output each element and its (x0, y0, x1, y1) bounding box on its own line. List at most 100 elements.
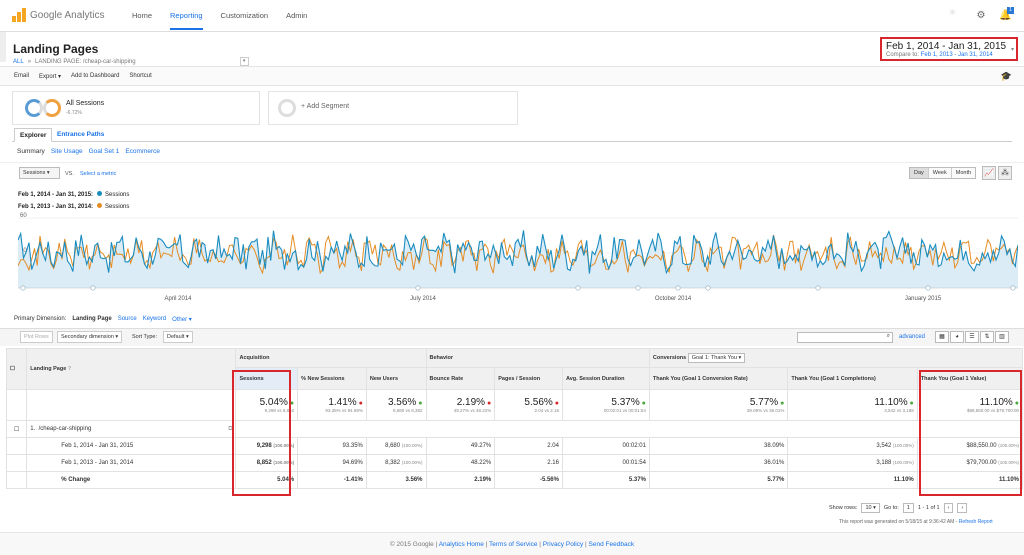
gear-icon[interactable]: ⚙ (976, 10, 986, 21)
subtab-ecommerce[interactable]: Ecommerce (125, 148, 161, 155)
tab-entrance-paths[interactable]: Entrance Paths (57, 131, 105, 138)
nav-admin[interactable]: Admin (286, 11, 308, 20)
secondary-dimension-dropdown[interactable]: Secondary dimension ▾ (57, 331, 123, 343)
report-toolbar: Email Export ▾ Add to Dashboard Shortcut… (0, 66, 1024, 86)
table-cell: 00:01:54 (561, 454, 650, 472)
series-current-area (18, 230, 1018, 288)
month-button[interactable]: Month (950, 168, 976, 178)
advanced-filter-link[interactable]: advanced (899, 334, 926, 340)
email-button[interactable]: Email (14, 73, 30, 79)
pie-view-icon[interactable]: ◕ (950, 331, 964, 343)
pagination: Show rows: 10 ▾ Go to: 1 1 - 1 of 1 ‹ › (829, 503, 968, 513)
add-to-dashboard-button[interactable]: Add to Dashboard (71, 73, 120, 79)
prev-page-icon[interactable]: ‹ (943, 503, 954, 513)
top-bar: Google Analytics Home Reporting Customiz… (0, 0, 1024, 32)
pivot-view-icon[interactable]: ▥ (995, 331, 1009, 343)
column-header-thank-you-goal-1-conversion-rate[interactable]: Thank You (Goal 1 Conversion Rate) (648, 367, 789, 390)
row-checkbox[interactable]: ☐ (5, 420, 28, 438)
graduation-cap-icon[interactable]: 🎓 (1000, 71, 1012, 81)
tab-explorer[interactable]: Explorer (14, 128, 53, 142)
add-segment[interactable]: + Add Segment (268, 91, 518, 125)
landing-page-link[interactable]: /cheap-car-shipping (38, 425, 92, 432)
table-cell: 49.27% (425, 437, 496, 455)
primary-dimension-label: Primary Dimension: (14, 316, 67, 322)
export-button[interactable]: Export ▾ (39, 74, 62, 80)
y-tick-label: 30 (20, 248, 27, 254)
chevron-down-icon[interactable]: ▾ (1011, 47, 1015, 53)
sessions-line-chart[interactable]: 60 30 April 2014 July 2014 October 2014 Janua… (18, 212, 1018, 302)
column-header-avg-session-duration[interactable]: Avg. Session Duration (561, 367, 650, 390)
column-header-new-users[interactable]: New Users (365, 367, 427, 390)
arrow-up-icon: ● (416, 400, 423, 407)
motion-chart-icon[interactable]: ⁂ (998, 166, 1012, 180)
subtab-summary[interactable]: Summary (17, 148, 45, 155)
x-tick-label: April 2014 (164, 296, 192, 302)
metric-dropdown[interactable]: Sessions ▾ (19, 167, 60, 179)
table-view-buttons: ▦ ◕ ☰ ⇅ ▥ (934, 331, 1009, 343)
total-cell: 5.56% ● 2.04 vs 2.16 (494, 389, 563, 421)
column-header-new-sessions[interactable]: % New Sessions (297, 367, 367, 390)
dimension-source[interactable]: Source (117, 316, 137, 322)
table-cell: 93.35% (297, 437, 367, 455)
data-table-view-icon[interactable]: ▦ (935, 331, 949, 343)
crumb-all[interactable]: ALL (13, 58, 24, 65)
sort-type-dropdown[interactable]: Default ▾ (163, 331, 193, 343)
crumb-dropdown-icon[interactable]: ▾ (239, 57, 249, 66)
sidebar-toggle[interactable] (0, 32, 6, 62)
footer-terms[interactable]: Terms of Service (489, 541, 538, 548)
landing-page-header[interactable]: Landing Page ? (26, 348, 237, 390)
nav-reporting[interactable]: Reporting (170, 11, 203, 30)
nav-home[interactable]: Home (132, 11, 153, 20)
select-all-checkbox[interactable]: ☐ (5, 348, 28, 390)
dimension-other[interactable]: Other ▾ (172, 317, 192, 323)
date-range-picker[interactable]: Feb 1, 2014 - Jan 31, 2015 Compare to: F… (880, 37, 1018, 61)
column-header-pages-session[interactable]: Pages / Session (494, 367, 563, 390)
column-header-thank-you-goal-1-completions[interactable]: Thank You (Goal 1 Completions) (787, 367, 918, 390)
column-header-bounce-rate[interactable]: Bounce Rate (425, 367, 496, 390)
select-metric-link[interactable]: Select a metric (80, 171, 117, 177)
nav-customization[interactable]: Customization (220, 11, 269, 20)
footer-privacy[interactable]: Privacy Policy (542, 541, 584, 548)
table-row[interactable]: ☐ 1. /cheap-car-shipping ⧉ (5, 420, 1023, 438)
table-cell: 8,382 (100.00%) (365, 454, 427, 472)
refresh-report-link[interactable]: Refresh Report (958, 519, 993, 525)
footer-send-feedback[interactable]: Send Feedback (588, 541, 635, 548)
dimension-keyword[interactable]: Keyword (142, 316, 167, 322)
legend-series-name: Sessions (105, 204, 130, 210)
table-search-input[interactable]: ⌕ (797, 332, 893, 343)
compare-range: Feb 1, 2013 - Jan 31, 2014 (920, 52, 993, 58)
week-button[interactable]: Week (927, 168, 951, 178)
line-chart-icon[interactable]: 📈 (982, 166, 996, 180)
goal-selector[interactable]: Goal 1: Thank You ▾ (687, 353, 746, 363)
annotation-marker (1010, 285, 1016, 291)
acquisition-group: Acquisition (235, 348, 427, 368)
account-selector[interactable]: ▾ (950, 10, 954, 16)
date-range: Feb 1, 2014 - Jan 31, 2015 (886, 41, 1007, 52)
rows-per-page-select[interactable]: 10 ▾ (861, 503, 880, 513)
table-cell: 3,542 (100.00%) (787, 437, 918, 455)
legend-range: Feb 1, 2013 - Jan 31, 2014: (18, 204, 94, 210)
subtab-site-usage[interactable]: Site Usage (50, 148, 83, 155)
compare-label: Compare to: (886, 52, 920, 58)
comparison-view-icon[interactable]: ⇅ (980, 331, 994, 343)
column-header-thank-you-goal-1-value[interactable]: Thank You (Goal 1 Value) (916, 367, 1024, 390)
subtab-goal-set-1[interactable]: Goal Set 1 (88, 148, 120, 155)
shortcut-button[interactable]: Shortcut (129, 73, 152, 79)
google-analytics-logo[interactable]: Google Analytics (12, 8, 105, 22)
external-link-icon[interactable]: ⧉ (228, 425, 233, 432)
goto-page-input[interactable]: 1 (902, 503, 914, 513)
bell-icon[interactable]: 🔔 1 (999, 7, 1014, 22)
search-icon[interactable]: ⌕ (886, 333, 890, 339)
performance-view-icon[interactable]: ☰ (965, 331, 979, 343)
day-button[interactable]: Day (910, 168, 928, 178)
footer-analytics-home[interactable]: Analytics Home (438, 541, 484, 548)
legend-dot-orange (97, 203, 103, 208)
annotation-marker (635, 285, 641, 291)
segment-all-sessions[interactable]: All Sessions -6.72% (12, 91, 260, 125)
plot-rows-button[interactable]: Plot Rows (20, 331, 53, 343)
dimension-landing-page[interactable]: Landing Page (72, 316, 112, 322)
table-cell: 8,680 (100.00%) (365, 437, 427, 455)
landing-page-cell[interactable]: 1. /cheap-car-shipping ⧉ (26, 420, 237, 438)
primary-dimension: Primary Dimension: Landing Page Source K… (14, 316, 192, 323)
next-page-icon[interactable]: › (957, 503, 968, 513)
